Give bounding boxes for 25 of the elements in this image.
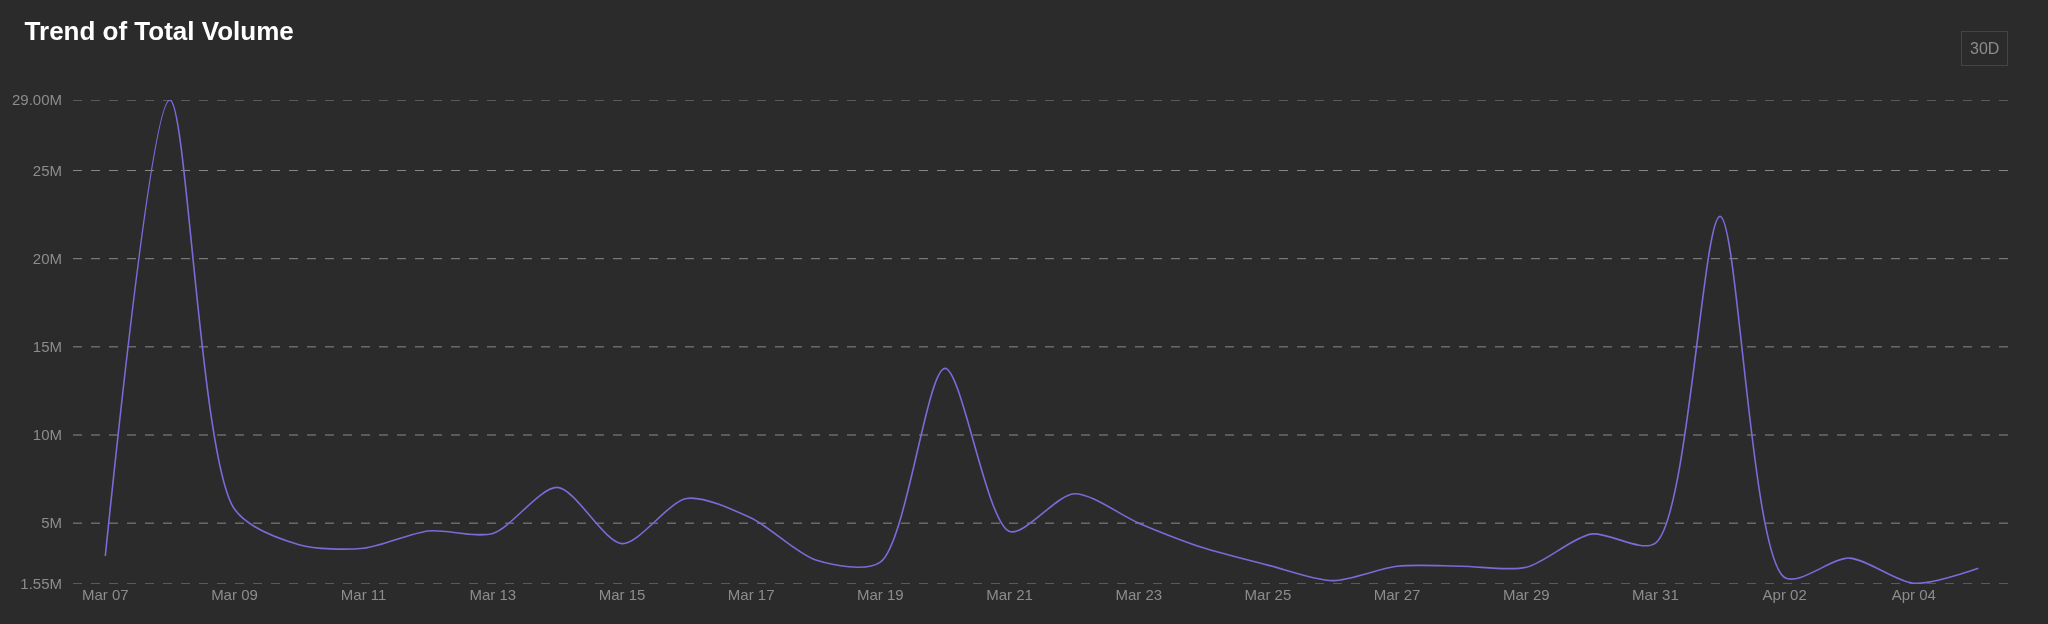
x-tick-label: Mar 07: [81, 586, 129, 603]
x-tick-label: Mar 23: [1115, 586, 1163, 603]
text: 30D: [1970, 40, 2000, 57]
chart-title: Trend of Total Volume: [24, 16, 294, 47]
x-tick-label: Mar 27: [1373, 586, 1421, 603]
y-tick-label: 10M: [32, 426, 62, 444]
x-tick-label: Mar 09: [211, 586, 258, 603]
y-tick-label: 20M: [32, 249, 62, 267]
y-tick-label: 15M: [32, 338, 62, 356]
x-tick-label: Mar 15: [598, 586, 646, 603]
x-tick-label: Mar 11: [340, 586, 387, 603]
x-tick-label: Mar 25: [1244, 586, 1292, 603]
x-tick-label: Apr 04: [1891, 586, 1936, 603]
x-tick-label: Mar 29: [1502, 586, 1550, 603]
y-tick-label: 25M: [32, 161, 62, 179]
x-tick-label: Apr 02: [1762, 586, 1807, 603]
x-tick-label: Mar 19: [857, 586, 904, 603]
y-tick-label: 29.00M: [11, 91, 62, 109]
line-series: [104, 100, 1980, 584]
x-tick-label: Mar 17: [727, 586, 775, 603]
x-tick-label: Mar 31: [1632, 586, 1679, 603]
y-tick-label: 1.55M: [20, 575, 62, 593]
y-tick-label: 5M: [41, 514, 62, 532]
x-tick-label: Mar 13: [469, 586, 517, 603]
x-tick-label: Mar 21: [986, 586, 1033, 603]
